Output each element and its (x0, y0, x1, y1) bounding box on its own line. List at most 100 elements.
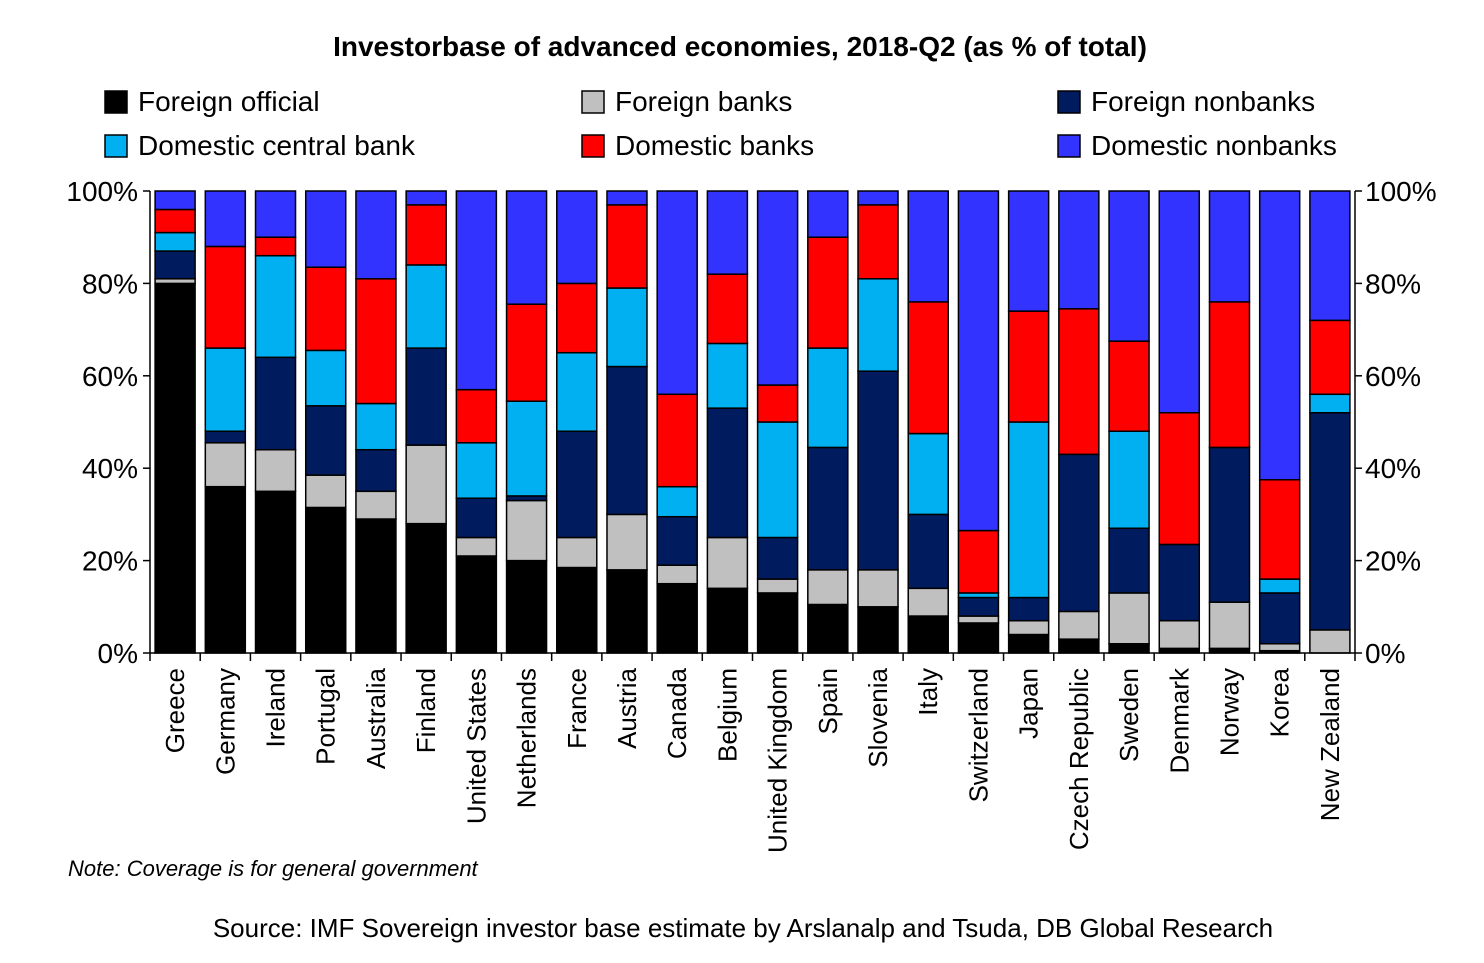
bar-segment (957, 596, 1000, 617)
bar-segment (706, 273, 749, 345)
y-tick-label-left: 0% (98, 638, 138, 669)
bar-segment (907, 587, 949, 617)
bar-segment (556, 351, 598, 432)
bar-segment (254, 190, 297, 238)
x-tick-label: Netherlands (512, 668, 542, 808)
bar-segment (204, 190, 247, 248)
x-tick-label: United Kingdom (763, 668, 793, 853)
bar-segment (1309, 190, 1351, 322)
bar-segment (807, 190, 849, 238)
bar-segment (857, 278, 899, 372)
bar-segment (556, 536, 598, 569)
x-tick-label: Czech Republic (1064, 668, 1094, 850)
bar-stack (1258, 190, 1301, 654)
chart-title: Investorbase of advanced economies, 2018… (333, 31, 1147, 62)
x-tick-label: Italy (913, 668, 943, 716)
bar-segment (606, 190, 648, 206)
bar-segment (405, 522, 447, 654)
bar-segment (706, 536, 749, 590)
bar-segment (355, 190, 397, 280)
bar-segment (1108, 430, 1150, 530)
bar-stack (1309, 190, 1351, 654)
bar-segment (254, 490, 297, 654)
bar-segment (1208, 190, 1251, 303)
x-tick-label: Japan (1014, 668, 1044, 739)
bar-segment (1309, 393, 1351, 414)
bar-segment (1007, 619, 1050, 636)
bar-segment (1108, 527, 1150, 594)
bar-segment (807, 569, 849, 606)
bar-stack (405, 190, 447, 654)
bar-segment (505, 400, 548, 497)
bar-stack (1007, 190, 1050, 654)
x-tick-label: Switzerland (963, 668, 993, 802)
legend-label: Domestic nonbanks (1091, 130, 1337, 161)
bar-segment (204, 430, 247, 444)
x-tick-label: Portugal (311, 668, 341, 765)
bar-stack (807, 190, 849, 654)
y-tick-label-left: 20% (82, 546, 138, 577)
bar-segment (1158, 190, 1201, 414)
bar-stack (455, 190, 498, 654)
y-tick-label-right: 0% (1365, 638, 1405, 669)
bar-segment (656, 393, 698, 488)
legend: Foreign official Foreign banks Foreign non… (104, 86, 1337, 161)
y-tick-label-left: 60% (82, 361, 138, 392)
bar-segment (807, 347, 849, 449)
bar-segment (405, 444, 447, 525)
bar-segment (957, 190, 1000, 532)
x-tick-label: Slovenia (863, 667, 893, 767)
bar-stack (656, 190, 698, 654)
bar-segment (355, 402, 397, 451)
bar-segment (254, 356, 297, 451)
bar-segment (505, 303, 548, 402)
bar-segment (556, 282, 598, 354)
x-tick-label: New Zealand (1315, 668, 1345, 821)
bar-segment (556, 566, 598, 654)
bar-segment (656, 515, 698, 566)
bar-segment (154, 250, 196, 280)
x-tick-label: Ireland (261, 668, 291, 748)
bar-segment (1208, 301, 1251, 449)
bar-segment (355, 278, 397, 405)
bar-segment (254, 254, 297, 359)
bar-stack (505, 190, 548, 654)
bar-segment (1309, 629, 1351, 654)
bar-segment (1158, 543, 1201, 622)
bar-segment (857, 370, 899, 571)
legend-swatch (1057, 134, 1081, 158)
bar-segment (304, 506, 347, 654)
bar-segment (1258, 479, 1301, 580)
x-tick-label: United States (461, 668, 491, 824)
bar-segment (756, 384, 799, 423)
bar-segment (907, 513, 949, 590)
axes: 0% 0% 20% 20% 40% 40% 60% 60% 80% 80% 100% 100% (66, 176, 1436, 669)
bar-segment (355, 490, 397, 520)
bars: Greece Germany Ireland Portugal Australia Fin… (154, 190, 1351, 853)
bar-segment (907, 615, 949, 654)
bar-stack (355, 190, 397, 654)
bar-segment (807, 236, 849, 349)
bar-segment (355, 448, 397, 493)
bar-segment (1208, 601, 1251, 650)
bar-segment (1058, 190, 1100, 310)
y-tick-label-right: 60% (1365, 361, 1421, 392)
bar-segment (857, 204, 899, 280)
bar-stack (957, 190, 1000, 654)
bar-segment (254, 448, 297, 493)
bar-segment (154, 282, 196, 654)
bar-segment (1108, 643, 1150, 654)
bar-segment (1058, 610, 1100, 640)
bar-segment (204, 442, 247, 488)
bar-segment (606, 569, 648, 654)
bar-segment (556, 430, 598, 539)
bar-segment (505, 190, 548, 305)
legend-swatch (581, 90, 605, 114)
bar-segment (1158, 412, 1201, 546)
bar-segment (907, 301, 949, 435)
source: Source: IMF Sovereign investor base esti… (213, 913, 1273, 943)
bar-segment (1058, 308, 1100, 456)
bar-stack (204, 190, 247, 654)
bar-segment (706, 190, 749, 275)
bar-segment (1058, 453, 1100, 613)
